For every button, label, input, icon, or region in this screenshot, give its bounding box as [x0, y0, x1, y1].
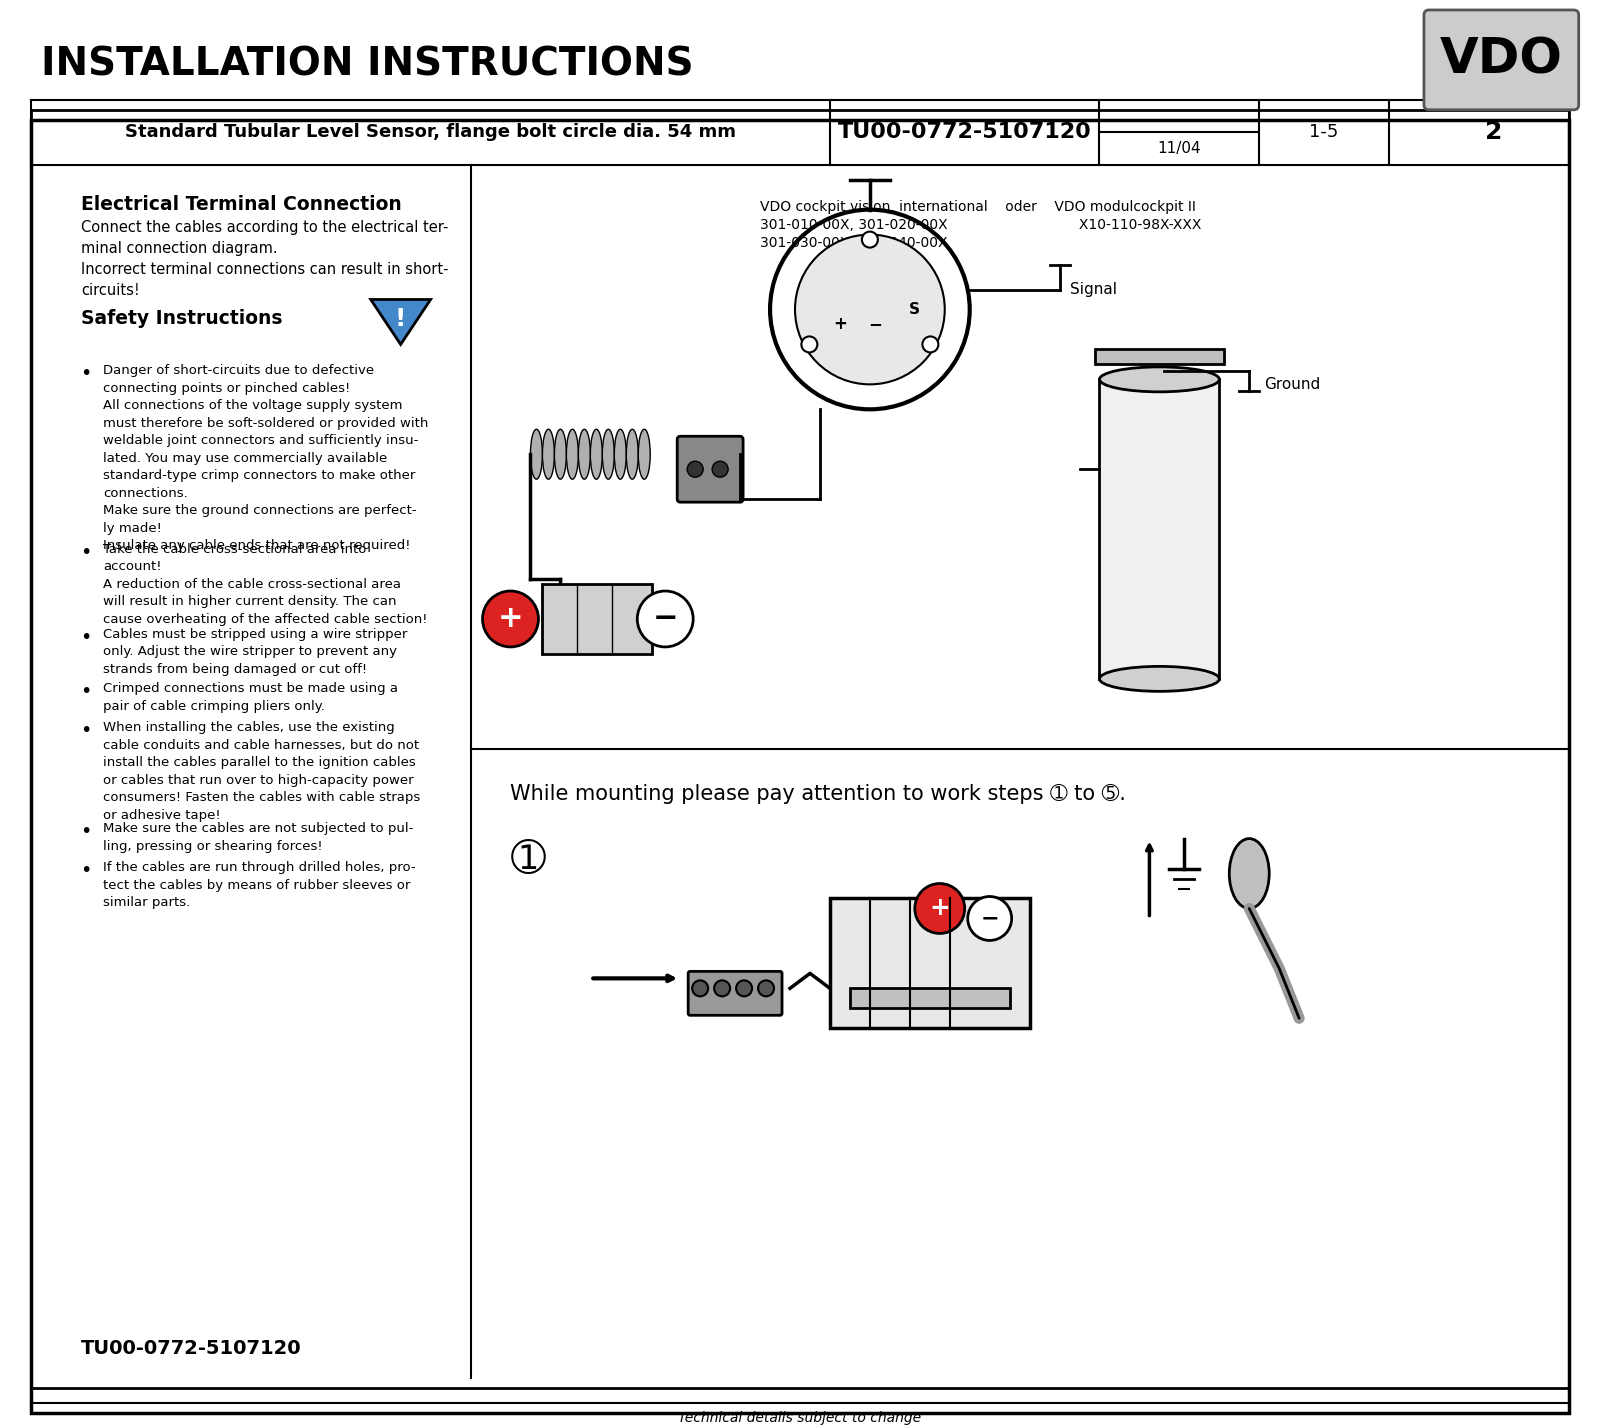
Text: Crimped connections must be made using a
pair of cable crimping pliers only.: Crimped connections must be made using a…	[102, 683, 398, 713]
Text: Ground: Ground	[1264, 376, 1320, 392]
Ellipse shape	[1099, 366, 1219, 392]
Circle shape	[802, 337, 818, 352]
Ellipse shape	[626, 429, 638, 479]
Circle shape	[714, 980, 730, 997]
Bar	[1099, 379, 1219, 679]
Text: Danger of short-circuits due to defective
connecting points or pinched cables!
A: Danger of short-circuits due to defectiv…	[102, 365, 429, 552]
Bar	[32, 110, 1568, 1387]
Circle shape	[637, 590, 693, 647]
Text: !: !	[395, 308, 406, 331]
Text: 11/04: 11/04	[1157, 141, 1202, 155]
Circle shape	[758, 980, 774, 997]
Text: Make sure the cables are not subjected to pul-
ling, pressing or shearing forces: Make sure the cables are not subjected t…	[102, 823, 413, 853]
Text: If the cables are run through drilled holes, pro-
tect the cables by means of ru: If the cables are run through drilled ho…	[102, 861, 416, 908]
Circle shape	[736, 980, 752, 997]
FancyBboxPatch shape	[677, 436, 742, 502]
Text: Technical details subject to change: Technical details subject to change	[678, 1410, 922, 1425]
Circle shape	[915, 884, 965, 934]
Circle shape	[686, 461, 702, 478]
Text: •: •	[80, 542, 91, 562]
Text: Electrical Terminal Connection: Electrical Terminal Connection	[82, 195, 402, 214]
Ellipse shape	[590, 429, 602, 479]
Text: Signal: Signal	[1069, 282, 1117, 297]
Circle shape	[712, 461, 728, 478]
Text: While mounting please pay attention to work steps ➀ to ➄.: While mounting please pay attention to w…	[510, 784, 1126, 804]
Text: +: +	[930, 897, 950, 920]
Text: Connect the cables according to the electrical ter-
minal connection diagram.
In: Connect the cables according to the elec…	[82, 220, 448, 298]
Text: TU00-0772-5107120: TU00-0772-5107120	[838, 123, 1091, 143]
Text: +: +	[498, 605, 523, 633]
Text: INSTALLATION INSTRUCTIONS: INSTALLATION INSTRUCTIONS	[42, 46, 694, 84]
Text: ➀: ➀	[510, 838, 546, 881]
Bar	[542, 585, 653, 655]
Text: S: S	[909, 302, 920, 317]
Text: •: •	[80, 722, 91, 740]
Bar	[32, 100, 1568, 165]
Circle shape	[483, 590, 539, 647]
Text: •: •	[80, 365, 91, 384]
Ellipse shape	[542, 429, 555, 479]
Text: •: •	[80, 861, 91, 880]
Text: −: −	[867, 315, 882, 334]
Ellipse shape	[555, 429, 566, 479]
Ellipse shape	[1229, 838, 1269, 908]
Text: Safety Instructions: Safety Instructions	[82, 309, 283, 328]
Text: −: −	[981, 908, 998, 928]
Text: Standard Tubular Level Sensor, flange bolt circle dia. 54 mm: Standard Tubular Level Sensor, flange bo…	[125, 123, 736, 141]
Text: When installing the cables, use the existing
cable conduits and cable harnesses,: When installing the cables, use the exis…	[102, 722, 421, 821]
Polygon shape	[371, 299, 430, 345]
FancyBboxPatch shape	[1424, 10, 1579, 110]
Text: TU00-0772-5107120: TU00-0772-5107120	[82, 1339, 302, 1358]
Ellipse shape	[614, 429, 626, 479]
Circle shape	[923, 337, 938, 352]
Text: −: −	[653, 605, 678, 633]
Text: 1-5: 1-5	[1309, 123, 1339, 141]
Ellipse shape	[638, 429, 650, 479]
Circle shape	[795, 235, 944, 385]
Text: +: +	[834, 315, 846, 334]
Text: •: •	[80, 683, 91, 702]
Ellipse shape	[1099, 666, 1219, 692]
Circle shape	[968, 897, 1011, 940]
Bar	[1094, 349, 1224, 365]
Text: Take the cable cross-sectional area into
account!
A reduction of the cable cross: Take the cable cross-sectional area into…	[102, 542, 427, 626]
Ellipse shape	[566, 429, 578, 479]
Circle shape	[862, 231, 878, 248]
FancyBboxPatch shape	[688, 971, 782, 1015]
Text: Cables must be stripped using a wire stripper
only. Adjust the wire stripper to : Cables must be stripped using a wire str…	[102, 627, 408, 676]
Ellipse shape	[602, 429, 614, 479]
Circle shape	[693, 980, 709, 997]
Bar	[850, 988, 1010, 1008]
Ellipse shape	[531, 429, 542, 479]
Text: •: •	[80, 627, 91, 647]
Text: 301-010-00X, 301-020-00X                              X10-110-98X-XXX: 301-010-00X, 301-020-00X X10-110-98X-XXX	[760, 218, 1202, 231]
Text: •: •	[80, 823, 91, 841]
Text: VDO: VDO	[1440, 36, 1563, 84]
Text: 301-030-00X, 301-040-00X: 301-030-00X, 301-040-00X	[760, 235, 947, 250]
Text: VDO cockpit vision, international    oder    VDO modulcockpit II: VDO cockpit vision, international oder V…	[760, 200, 1195, 214]
Bar	[830, 898, 1030, 1028]
Ellipse shape	[578, 429, 590, 479]
Text: 2: 2	[1485, 120, 1502, 144]
